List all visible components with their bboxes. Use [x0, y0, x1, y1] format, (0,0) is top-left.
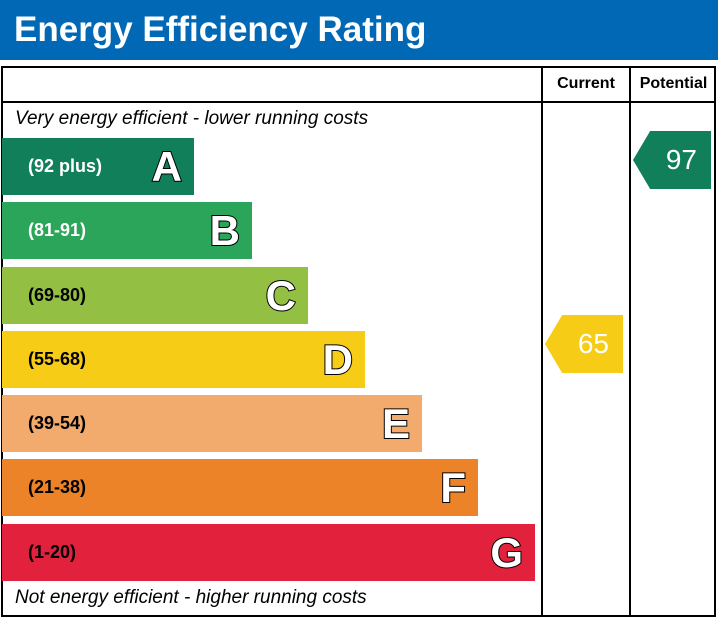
band-letter: G [489, 528, 524, 577]
band-letter: D [322, 335, 354, 384]
band-letter: A [151, 142, 183, 191]
band-b: (81-91) B [2, 202, 252, 259]
band-range: (92 plus) [28, 156, 103, 176]
current-rating-arrow: 65 [545, 315, 623, 373]
band-d: (55-68) D [2, 331, 365, 388]
top-note: Very energy efficient - lower running co… [15, 108, 369, 129]
band-letter: C [265, 271, 297, 320]
band-range: (69-80) [28, 285, 87, 305]
chart-title: Energy Efficiency Rating [0, 0, 718, 60]
band-range: (55-68) [28, 349, 87, 369]
divider [1, 101, 716, 103]
band-a: (92 plus) A [2, 138, 194, 195]
column-header-current: Current [557, 75, 615, 92]
band-f: (21-38) F [2, 459, 478, 516]
band-g: (1-20) G [2, 524, 535, 581]
band-letter: E [381, 399, 411, 448]
band-letter: B [209, 206, 241, 255]
bottom-note: Not energy efficient - higher running co… [15, 587, 367, 608]
band-e: (39-54) E [2, 395, 422, 452]
divider [541, 66, 543, 617]
band-letter: F [439, 463, 467, 512]
potential-rating-arrow: 97 [633, 131, 711, 189]
band-c: (69-80) C [2, 267, 308, 324]
band-range: (1-20) [28, 542, 77, 562]
band-range: (81-91) [28, 220, 87, 240]
band-range: (21-38) [28, 477, 87, 497]
divider [629, 66, 631, 617]
column-header-potential: Potential [639, 75, 708, 92]
band-range: (39-54) [28, 413, 87, 433]
